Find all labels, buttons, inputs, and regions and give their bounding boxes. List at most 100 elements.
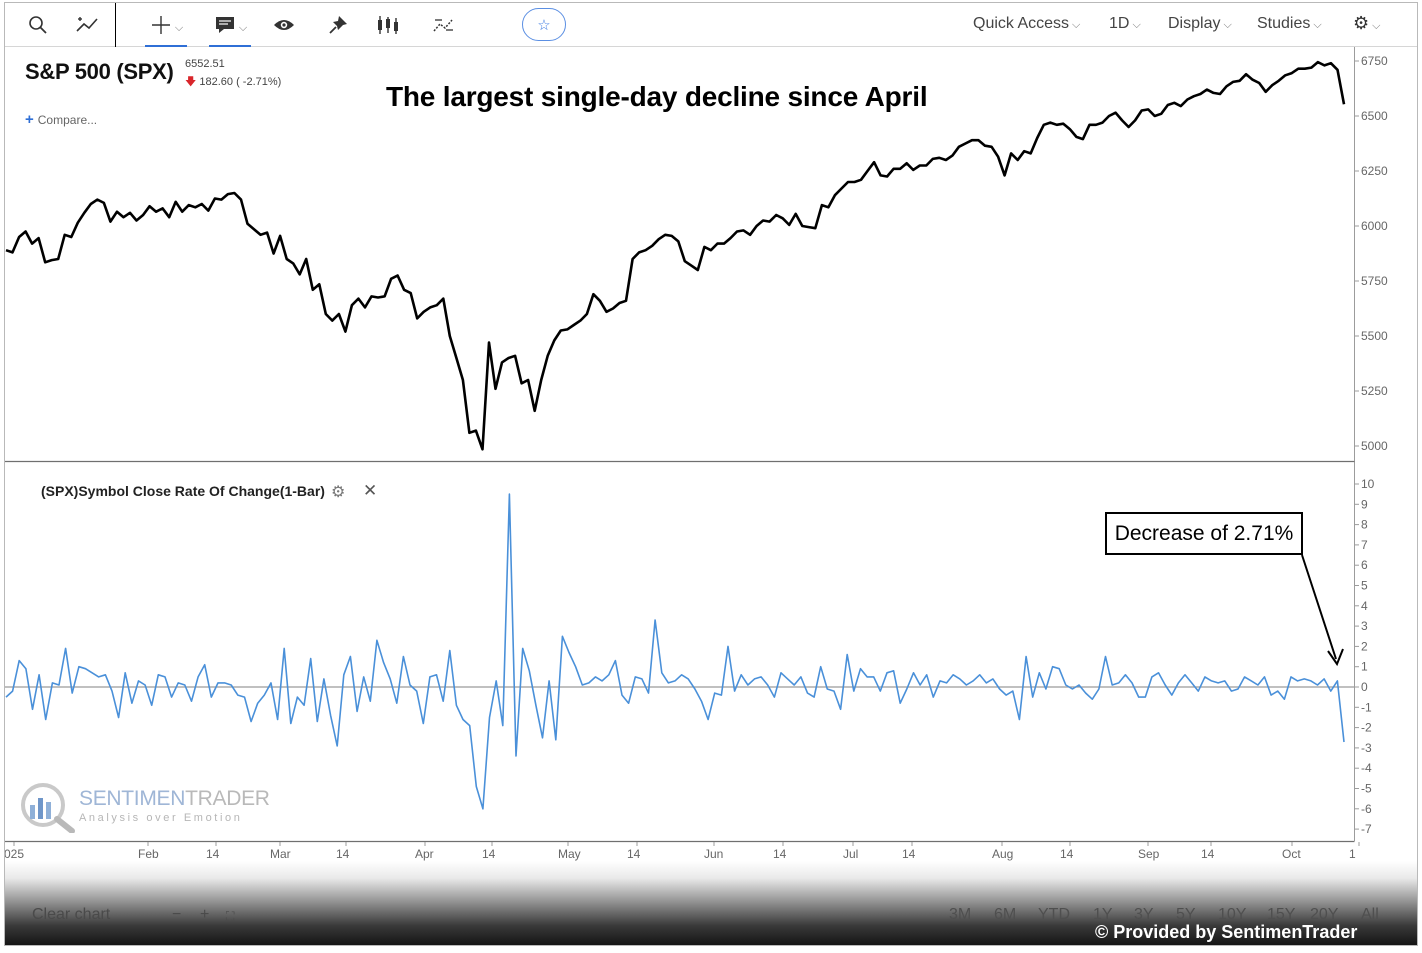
candlestick-icon[interactable]: [371, 11, 405, 39]
date-axis-label: Sep: [1138, 847, 1160, 861]
roc-axis-label: 3: [1361, 619, 1368, 633]
fit-screen-icon[interactable]: ⛶: [226, 909, 235, 923]
chevron-down-icon: ⌵: [174, 21, 184, 34]
callout-arrow: [1301, 554, 1344, 667]
range-button-all[interactable]: All: [1361, 906, 1379, 923]
study-title: (SPX)Symbol Close Rate Of Change(1-Bar): [41, 483, 325, 499]
roc-axis-label: -2: [1361, 721, 1372, 735]
price-axis-label: 5000: [1361, 439, 1388, 453]
date-axis-label: 14: [1060, 847, 1074, 861]
logo-tagline: Analysis over Emotion: [79, 812, 243, 824]
symbol-title: S&P 500 (SPX): [25, 59, 174, 84]
logo-name-b: TRADER: [185, 787, 270, 810]
study-settings-gear-icon[interactable]: ⚙: [331, 484, 346, 501]
studies-menu[interactable]: Studies ⌵: [1257, 15, 1322, 33]
date-axis: 025 Feb 14 Mar 14 Apr 14 May 14 Jun 14 Jul 14 Aug 14 Se…: [5, 842, 1360, 861]
range-button-ytd[interactable]: YTD: [1038, 906, 1070, 923]
roc-axis-label: 9: [1361, 497, 1368, 511]
logo-magnifier-icon: [21, 783, 75, 834]
range-button-10y[interactable]: 10Y: [1218, 906, 1247, 923]
trendline-tool-icon[interactable]: [71, 11, 105, 39]
decrease-callout: Decrease of 2.71%: [1105, 512, 1303, 555]
date-axis-label: 14: [206, 847, 220, 861]
sentimentrader-logo: SENTIMENTRADER Analysis over Emotion: [17, 783, 297, 835]
roc-axis-label: 1: [1361, 660, 1368, 674]
zoom-in-button[interactable]: +: [200, 906, 210, 923]
range-button-6m[interactable]: 6M: [994, 906, 1017, 923]
interval-menu[interactable]: 1D ⌵: [1109, 15, 1141, 33]
date-axis-label: 14: [773, 847, 787, 861]
studies-label: Studies: [1257, 15, 1311, 32]
toolbar-divider: [115, 3, 116, 47]
date-axis-label: Oct: [1282, 847, 1301, 861]
date-axis-label: Feb: [138, 847, 159, 861]
roc-axis-label: 8: [1361, 518, 1368, 532]
roc-axis-label: -3: [1361, 741, 1372, 755]
price-axis: 5000 5250 5500 5750 6000 6250 6500 6750: [1354, 54, 1388, 453]
display-label: Display: [1168, 15, 1221, 32]
roc-axis-label: -4: [1361, 761, 1372, 775]
date-axis-label: Aug: [992, 847, 1013, 861]
price-axis-label: 5750: [1361, 274, 1388, 288]
last-price: 6552.51: [185, 58, 225, 70]
price-series-line: [5, 60, 1346, 451]
crosshair-tool-button[interactable]: ⌵: [145, 11, 189, 47]
range-button-20y[interactable]: 20Y: [1310, 906, 1339, 923]
roc-axis-label: -1: [1361, 700, 1372, 714]
price-axis-label: 6750: [1361, 54, 1388, 68]
settings-menu[interactable]: ⚙ ⌵: [1353, 13, 1380, 34]
clear-chart-button[interactable]: Clear chart: [32, 906, 111, 923]
annotation-tool-button[interactable]: ⌵: [209, 11, 253, 47]
roc-axis-label: 5: [1361, 579, 1368, 593]
compare-link[interactable]: + Compare...: [25, 111, 97, 128]
range-button-5y[interactable]: 5Y: [1176, 906, 1196, 923]
eye-icon[interactable]: [269, 11, 299, 39]
interval-label: 1D: [1109, 15, 1130, 32]
chevron-down-icon: ⌵: [238, 21, 248, 34]
quick-access-menu[interactable]: Quick Access ⌵: [973, 15, 1080, 33]
date-axis-label: Jul: [843, 847, 858, 861]
roc-axis-label: -7: [1361, 822, 1372, 836]
price-axis-label: 6500: [1361, 109, 1388, 123]
chart-frame: ⌵ ⌵ ☆ Quick Access ⌵ 1D ⌵ Display ⌵ Studies…: [4, 2, 1418, 946]
date-axis-label: Mar: [270, 847, 291, 861]
date-axis-label: Apr: [415, 847, 434, 861]
chevron-down-icon: ⌵: [1313, 19, 1322, 31]
roc-axis-label: 4: [1361, 599, 1368, 613]
date-axis-label: 025: [5, 847, 24, 861]
star-icon: ☆: [537, 16, 551, 34]
active-tool-underline: [209, 45, 251, 47]
date-axis-label: 14: [1201, 847, 1215, 861]
date-axis-label: 14: [482, 847, 496, 861]
favorite-star-button[interactable]: ☆: [522, 8, 566, 41]
active-tool-underline: [145, 45, 187, 47]
roc-axis-label: 2: [1361, 639, 1368, 653]
range-button-1y[interactable]: 1Y: [1093, 906, 1113, 923]
toolbar: ⌵ ⌵ ☆ Quick Access ⌵ 1D ⌵ Display ⌵ Studies…: [5, 3, 1417, 47]
logo-name-a: SENTIMEN: [79, 787, 186, 810]
study-close-icon[interactable]: ✕: [363, 481, 378, 500]
price-axis-label: 6250: [1361, 164, 1388, 178]
roc-axis-label: -6: [1361, 802, 1372, 816]
range-button-3m[interactable]: 3M: [949, 906, 972, 923]
compare-chart-icon[interactable]: [427, 11, 461, 39]
zoom-out-button[interactable]: −: [172, 906, 182, 923]
date-axis-label: 14: [336, 847, 350, 861]
roc-axis-label: 7: [1361, 538, 1368, 552]
chevron-down-icon: ⌵: [1223, 19, 1232, 31]
search-icon[interactable]: [23, 11, 53, 39]
price-axis-label: 5250: [1361, 384, 1388, 398]
plus-icon: +: [25, 111, 34, 128]
logo-wordmark: SENTIMENTRADER: [79, 787, 270, 811]
range-button-3y[interactable]: 3Y: [1134, 906, 1154, 923]
date-axis-label: 14: [627, 847, 641, 861]
compare-label: Compare...: [37, 113, 98, 127]
gear-icon: ⚙: [1353, 13, 1370, 33]
range-button-15y[interactable]: 15Y: [1267, 906, 1296, 923]
display-menu[interactable]: Display ⌵: [1168, 15, 1232, 33]
pin-icon[interactable]: [323, 11, 353, 39]
credit-text: © Provided by SentimenTrader: [1095, 922, 1358, 942]
